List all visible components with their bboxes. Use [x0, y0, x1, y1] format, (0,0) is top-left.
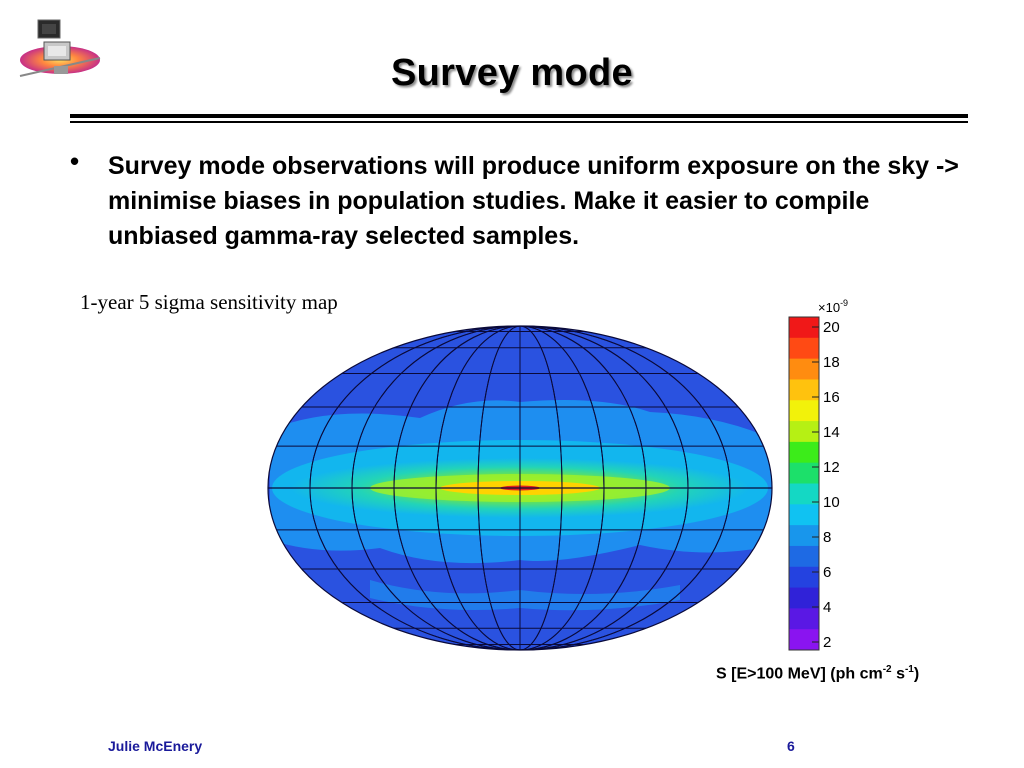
colorbar-tick-label: 2 — [823, 634, 831, 651]
colorbar-multiplier: ×10-9 — [818, 298, 848, 315]
footer-page-number: 6 — [787, 738, 795, 754]
all-sky-map — [267, 325, 773, 651]
colorbar-segment — [789, 629, 819, 651]
colorbar-segment — [789, 587, 819, 609]
colorbar-tick-label: 8 — [823, 529, 831, 546]
colorbar-tick-label: 14 — [823, 424, 840, 441]
colorbar-segment — [789, 462, 819, 484]
colorbar-segment — [789, 608, 819, 630]
colorbar-segment — [789, 358, 819, 380]
colorbar-segment — [789, 421, 819, 443]
colorbar-tick-label: 12 — [823, 459, 840, 476]
colorbar-tick-label: 16 — [823, 389, 840, 406]
title-rule-thin — [70, 121, 968, 123]
colorbar-segment — [789, 504, 819, 526]
colorbar-segment — [789, 545, 819, 568]
colorbar: 20 18 16 14 12 10 8 6 4 2 ×10-9 — [788, 298, 848, 651]
colorbar-segment — [789, 337, 819, 360]
colorbar-segment — [789, 566, 819, 589]
colorbar-segment — [789, 483, 819, 505]
colorbar-segment — [789, 400, 819, 422]
bullet-dot: • — [70, 146, 80, 176]
colorbar-tick-label: 6 — [823, 564, 831, 581]
colorbar-segment — [789, 379, 819, 401]
map-caption: 1-year 5 sigma sensitivity map — [80, 290, 338, 314]
colorbar-segment — [789, 317, 819, 339]
bullet-text: Survey mode observations will produce un… — [108, 152, 959, 250]
colorbar-tick-label: 4 — [823, 599, 831, 616]
title-rule-thick — [70, 114, 968, 118]
colorbar-tick-label: 10 — [823, 494, 840, 511]
glast-logo — [19, 19, 101, 77]
colorbar-unit-label: S [E>100 MeV] (ph cm-2 s-1) — [716, 664, 920, 683]
slide-title: Survey mode — [391, 52, 633, 94]
colorbar-tick-label: 20 — [823, 319, 840, 336]
colorbar-segment — [789, 525, 819, 547]
footer-author: Julie McEnery — [108, 738, 203, 754]
colorbar-segment — [789, 441, 819, 464]
colorbar-tick-label: 18 — [823, 354, 840, 371]
